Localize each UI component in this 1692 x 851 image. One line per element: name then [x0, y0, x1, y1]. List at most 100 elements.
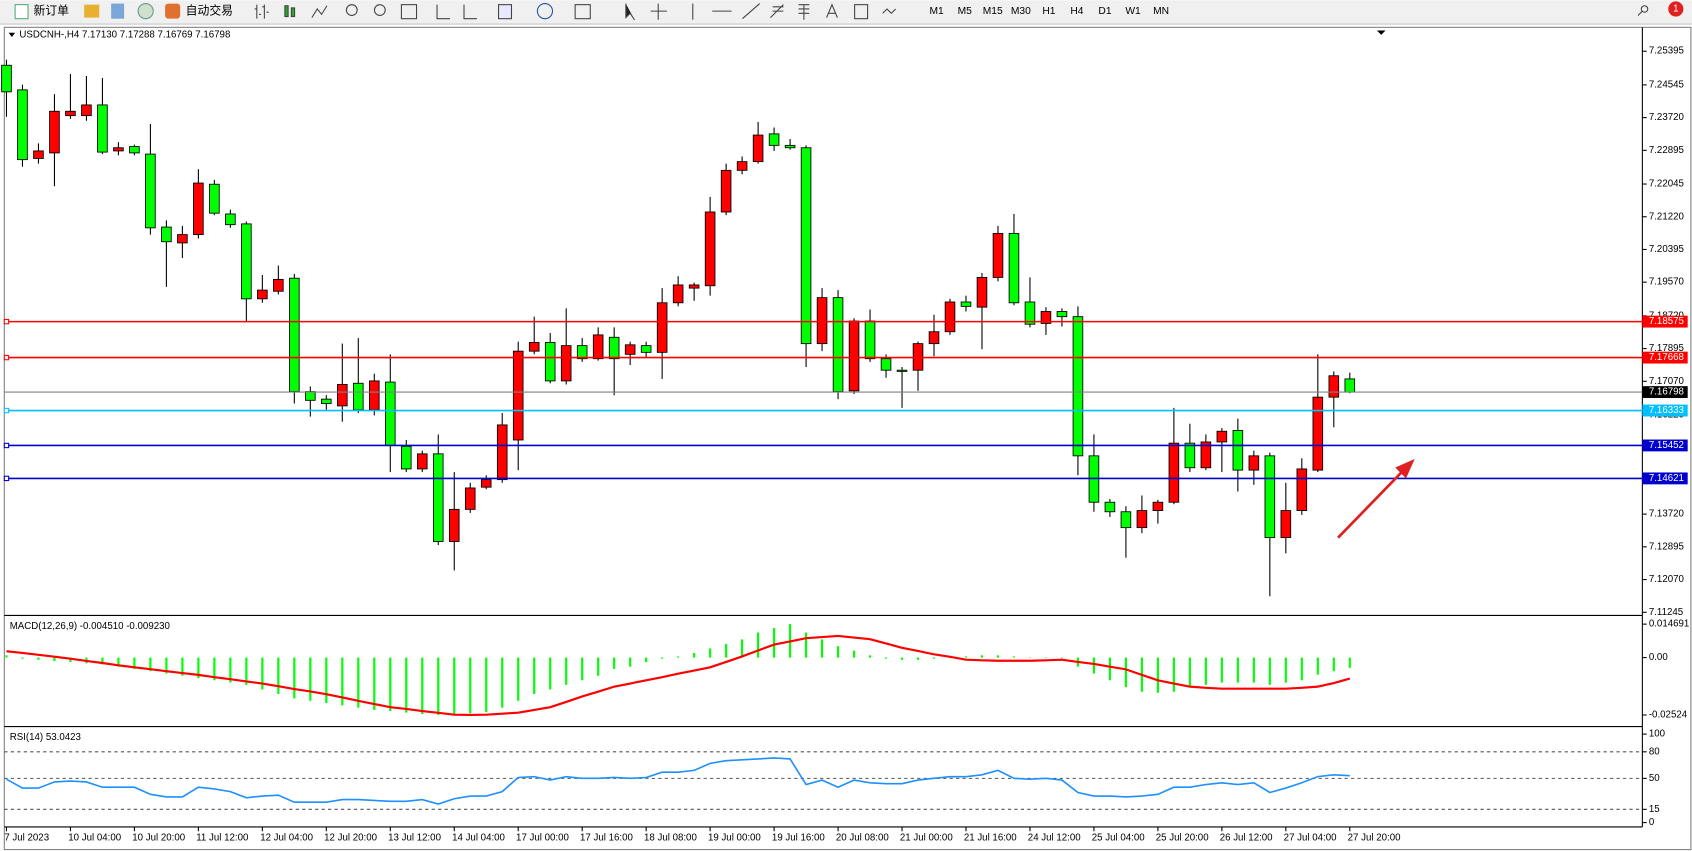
icon[interactable]: [882, 8, 897, 15]
icon[interactable]: [826, 3, 838, 18]
candle-body: [1232, 430, 1244, 471]
icon[interactable]: [254, 4, 269, 19]
icon[interactable]: [345, 4, 358, 16]
macd-bar: [1172, 657, 1175, 692]
candle-body: [736, 161, 748, 171]
icon: [165, 3, 181, 19]
icon[interactable]: [650, 3, 667, 20]
icon[interactable]: [311, 5, 328, 18]
icon[interactable]: [770, 4, 784, 18]
notification[interactable]: 1: [1668, 1, 1684, 17]
symbol-menu[interactable]: [8, 32, 16, 38]
macd-bar: [1012, 656, 1016, 658]
x-tick-label: 26 Jul 12:00: [1220, 832, 1273, 843]
icon[interactable]: [84, 4, 100, 18]
macd-bar: [293, 657, 296, 699]
macd-bar: [693, 653, 696, 658]
price-line-handle: [3, 318, 10, 325]
candle-body: [1008, 232, 1020, 304]
period-label: M30: [1011, 6, 1031, 17]
x-tick-label: 12 Jul 20:00: [324, 832, 377, 843]
candle-body: [1056, 311, 1068, 318]
price-label-bg: [1642, 439, 1688, 452]
icon[interactable]: [1637, 5, 1649, 16]
macd-bar: [725, 643, 728, 658]
macd-bar: [884, 657, 888, 659]
toolbar: 新订单 自动交易: [0, 0, 1692, 25]
arrow-head: [1395, 458, 1415, 479]
price-panel-title: USDCNH-,H4 7.17130 7.17288 7.16769 7.167…: [19, 29, 230, 40]
candle-body: [1296, 468, 1308, 511]
new-order-button[interactable]: 新订单: [14, 3, 69, 20]
period-button[interactable]: M30: [1011, 6, 1031, 17]
candle-body: [608, 336, 620, 360]
y-tick-label: 7.19570: [1649, 277, 1685, 288]
candle-body: [752, 134, 764, 163]
y-tick-label: 100: [1649, 729, 1666, 740]
price-label: 7.17668: [1649, 352, 1684, 363]
icon[interactable]: [373, 4, 386, 16]
period-button[interactable]: M1: [930, 6, 945, 17]
macd-bar: [117, 657, 120, 667]
candle-body: [337, 384, 348, 407]
y-tick-label: 7.21220: [1649, 211, 1685, 222]
plot: 7.25395 7.24545 7.23720 7.22895 7.22045 7.212…: [1, 46, 1689, 843]
macd-bar: [661, 657, 664, 659]
y-tick-label: 7.17895: [1649, 343, 1684, 354]
candle-body: [896, 369, 908, 372]
x-tick-label: 12 Jul 04:00: [260, 832, 313, 843]
period-button[interactable]: D1: [1098, 6, 1111, 17]
candle-body: [960, 301, 972, 307]
last-price-label-bg: [1642, 386, 1688, 399]
icon[interactable]: [854, 4, 869, 20]
x-tick-label: 25 Jul 20:00: [1156, 832, 1209, 843]
macd-bar: [517, 657, 520, 701]
icon[interactable]: [463, 4, 477, 20]
icon[interactable]: [798, 4, 810, 20]
period-button[interactable]: H4: [1070, 6, 1083, 17]
icon[interactable]: [137, 3, 154, 20]
candle-body: [145, 153, 156, 229]
x-tick-label: 10 Jul 20:00: [132, 832, 185, 843]
macd-bar: [1204, 657, 1207, 685]
icon[interactable]: [742, 3, 761, 20]
macd-bar: [133, 657, 136, 669]
candle-body: [305, 391, 316, 401]
x-tick-label: 19 Jul 00:00: [708, 832, 761, 843]
icon[interactable]: [497, 4, 513, 20]
candle-body: [1280, 510, 1292, 538]
auto-trading-button[interactable]: 自动交易: [165, 3, 233, 19]
last-price-label: 7.16798: [1649, 387, 1684, 398]
x-tick-label: 24 Jul 12:00: [1028, 832, 1081, 843]
period-label: M5: [958, 6, 973, 17]
candle-body: [1136, 510, 1148, 529]
annotation-arrow: [1337, 458, 1415, 539]
macd-bar: [213, 657, 216, 681]
period-button[interactable]: H1: [1042, 6, 1055, 17]
macd-bar: [373, 657, 376, 710]
icon[interactable]: [625, 3, 635, 21]
period-button[interactable]: W1: [1125, 6, 1141, 17]
macd-bar: [1188, 657, 1191, 688]
icon[interactable]: [536, 3, 554, 20]
icon[interactable]: [400, 4, 418, 20]
period-button[interactable]: MN: [1153, 6, 1169, 17]
badge-count: 1: [1673, 4, 1678, 15]
macd-bar: [741, 639, 744, 658]
icon[interactable]: [111, 3, 125, 19]
macd-bar: [709, 648, 712, 658]
icon[interactable]: [284, 5, 289, 18]
period-button[interactable]: M5: [958, 6, 973, 17]
macd-bar: [565, 657, 568, 685]
macd-bar: [405, 657, 408, 713]
icon[interactable]: [574, 4, 591, 20]
y-tick-label: 7.25395: [1649, 46, 1684, 57]
x-tick-label: 27 Jul 04:00: [1284, 832, 1337, 843]
icon[interactable]: [290, 7, 296, 18]
icon[interactable]: [436, 4, 450, 20]
period-button[interactable]: M15: [983, 6, 1003, 17]
y-tick-label: 0.00: [1649, 652, 1668, 663]
macd-bar: [341, 657, 344, 706]
